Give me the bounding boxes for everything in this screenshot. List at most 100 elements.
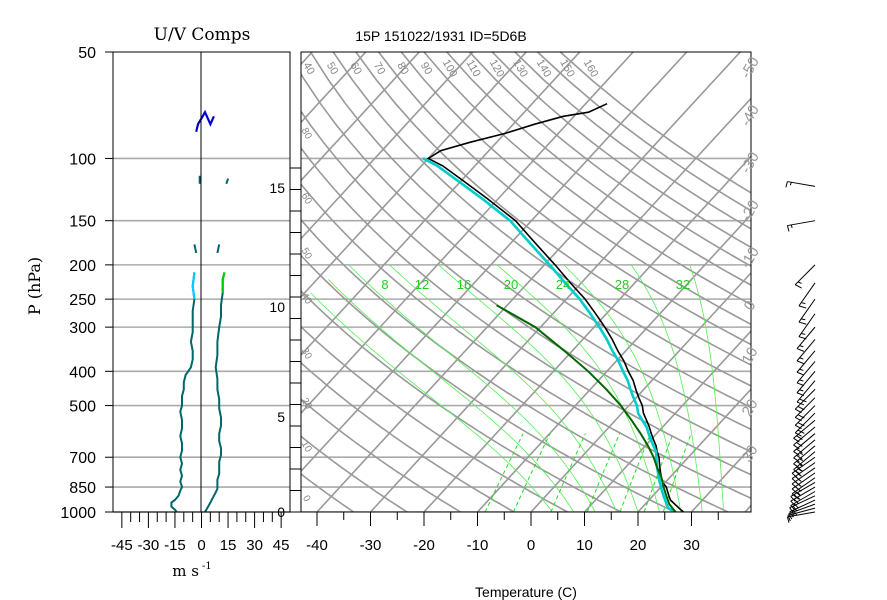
wind-barb-half-flag (797, 281, 802, 284)
pressure-tick-label: 200 (69, 258, 96, 275)
moist-adiabat (328, 279, 575, 512)
moist-adiabat-label: 16 (457, 277, 471, 292)
right-adiabat-label: -50 (737, 54, 763, 81)
wind-barb-flag (791, 472, 798, 479)
mixing-ratio-line (619, 433, 651, 512)
isotherm-label: 100 (440, 58, 460, 80)
pressure-tick-label: 50 (78, 45, 96, 62)
moist-adiabat (496, 264, 660, 512)
isotherm (301, 52, 528, 298)
wind-barb-half-flag (799, 458, 804, 462)
wind-barb (786, 220, 816, 232)
wind-barb-flag (796, 454, 803, 460)
wind-barb-shaft (794, 264, 816, 286)
moist-adiabat (689, 264, 724, 512)
moist-adiabat (310, 292, 553, 512)
isotherm (301, 52, 688, 473)
moist-adiabat-label: 32 (676, 277, 690, 292)
isotherm (422, 155, 751, 512)
wind-barb-flag (793, 457, 800, 463)
mixing-ratio-label: 0 (481, 512, 494, 522)
wind-barb-flag (789, 507, 794, 514)
wind-barb-half-flag (797, 496, 801, 500)
wind-barb-flag (797, 414, 805, 419)
mixing-ratio-line (662, 433, 692, 512)
wind-barb (794, 389, 816, 413)
wind-barb (793, 433, 816, 456)
dry-adiabat (354, 52, 751, 366)
uv-series-line (191, 272, 196, 300)
isotherm (636, 387, 751, 512)
right-adiabat-label: 30 (739, 442, 762, 465)
wind-barb-shaft (790, 491, 816, 506)
pressure-tick-label: 700 (69, 450, 96, 467)
uv-series-line (195, 109, 215, 132)
isotherm (301, 52, 635, 415)
wind-barb (790, 486, 816, 507)
dry-adiabats (301, 52, 751, 512)
wind-barb-half-flag (790, 224, 793, 228)
pressure-tick-label: 300 (69, 320, 96, 337)
wind-barb-flag (794, 408, 802, 413)
isotherm-label: 70 (371, 60, 388, 77)
uv-x-axis-label: m s -1 (172, 561, 211, 580)
mixing-ratio-label: 0 (545, 512, 558, 522)
moist-adiabat (630, 264, 703, 512)
wind-barb-flag (787, 515, 791, 522)
wind-barb-half-flag (799, 464, 804, 467)
wind-barb (798, 313, 816, 340)
wind-barb (796, 370, 816, 396)
height-tick-label: 5 (277, 409, 285, 425)
wind-barb-flag (786, 225, 790, 232)
dry-adiabat (491, 52, 751, 249)
uv-series-line (204, 272, 226, 512)
wind-barb-flag (793, 469, 800, 474)
wind-barb (796, 350, 816, 376)
wind-barb-half-flag (799, 389, 804, 392)
moist-adiabat-label: 8 (381, 277, 388, 292)
wind-barb-shaft (794, 389, 816, 410)
wind-barb (794, 405, 816, 430)
wind-barb-shaft (793, 439, 816, 459)
wind-barb-shaft (798, 282, 816, 307)
temperature-profile (426, 102, 685, 512)
mixing-ratio-label: 0 (508, 512, 521, 522)
wind-barb-half-flag (799, 368, 804, 371)
wind-barb-flag (797, 429, 805, 434)
isotherm (792, 18, 887, 520)
pressure-axis: 50 100 150 200 250 300 400 500 700 850 1000 (60, 45, 113, 522)
wind-barb-flag (790, 500, 796, 507)
dry-adiabat (536, 52, 751, 212)
wind-barb-flag (794, 432, 802, 437)
pressure-tick-label: 150 (69, 214, 96, 231)
wind-barb (793, 445, 816, 469)
wind-barb-half-flag (789, 182, 792, 186)
wind-barb-flag (793, 503, 800, 509)
wind-barb-half-flag (799, 357, 804, 360)
uv-x-tick-label: 30 (246, 537, 263, 554)
dry-adiabat (309, 52, 751, 409)
isotherm (301, 52, 421, 182)
wind-barb-half-flag (797, 492, 801, 496)
moist-adiabat (438, 264, 639, 512)
isotherm (301, 52, 367, 124)
temperature-tick-label: 20 (630, 537, 647, 554)
dry-adiabat (377, 52, 751, 346)
uv-x-axis-label-main: m s (172, 562, 199, 580)
wind-barb-flag (794, 424, 802, 430)
wind-barb-flag (796, 448, 803, 454)
wind-barb (789, 495, 816, 514)
wind-barbs (785, 181, 816, 523)
wind-barb (796, 326, 816, 352)
wind-barb-flag (793, 444, 800, 450)
wind-barb-flag (796, 392, 805, 396)
isotherms (301, 18, 887, 520)
height-axis: 0 5 10 15 (269, 167, 301, 520)
pressure-tick-label: 500 (69, 399, 96, 416)
wind-barb-half-flag (801, 333, 806, 335)
dry-adiabat (301, 146, 751, 476)
wind-barb-flag (796, 382, 805, 387)
wind-barb-flag (794, 284, 802, 289)
wind-barb (794, 412, 816, 437)
